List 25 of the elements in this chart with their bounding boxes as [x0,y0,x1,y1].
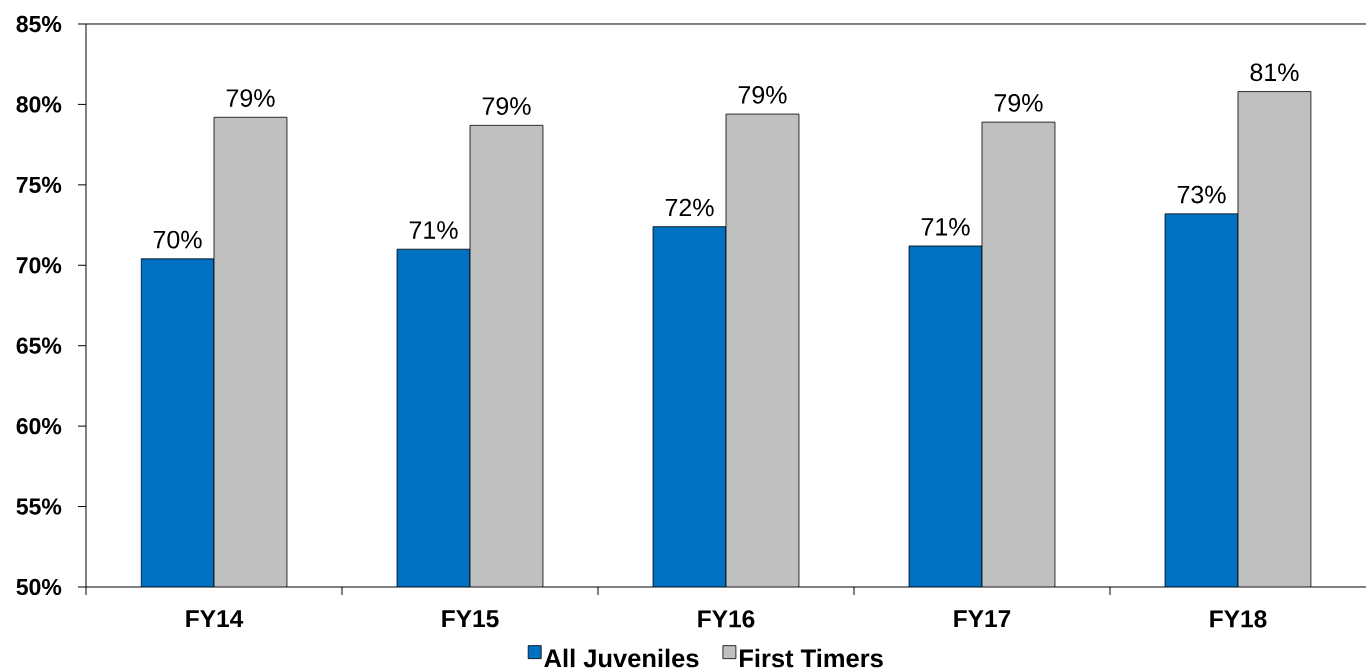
y-tick-label: 55% [16,498,62,515]
data-label: 71% [921,218,970,236]
data-label: 73% [1177,185,1226,204]
y-tick-label: 75% [16,176,62,193]
data-label: 79% [226,89,275,107]
legend-label: All Juveniles [544,648,699,668]
data-label: 79% [482,97,531,115]
y-tick-label: 50% [16,578,62,596]
x-tick-label: FY14 [186,610,244,628]
x-tick-label: FY15 [442,610,499,628]
legend-label: First Timers [740,648,883,668]
data-label: 81% [1250,63,1299,82]
y-tick-label: 80% [16,96,62,113]
y-tick-label: 70% [16,257,62,274]
x-tick-label: FY16 [698,610,755,628]
data-label: 71% [409,221,458,239]
data-label: 70% [153,230,202,249]
data-label: 79% [738,85,787,104]
x-tick-label: FY18 [1210,610,1267,628]
y-tick-label: 65% [16,337,62,354]
x-tick-label: FY17 [954,610,1011,628]
y-tick-label: 85% [16,15,62,33]
y-tick-label: 60% [16,417,62,435]
data-label: 72% [665,198,714,217]
data-label: 79% [994,94,1043,112]
